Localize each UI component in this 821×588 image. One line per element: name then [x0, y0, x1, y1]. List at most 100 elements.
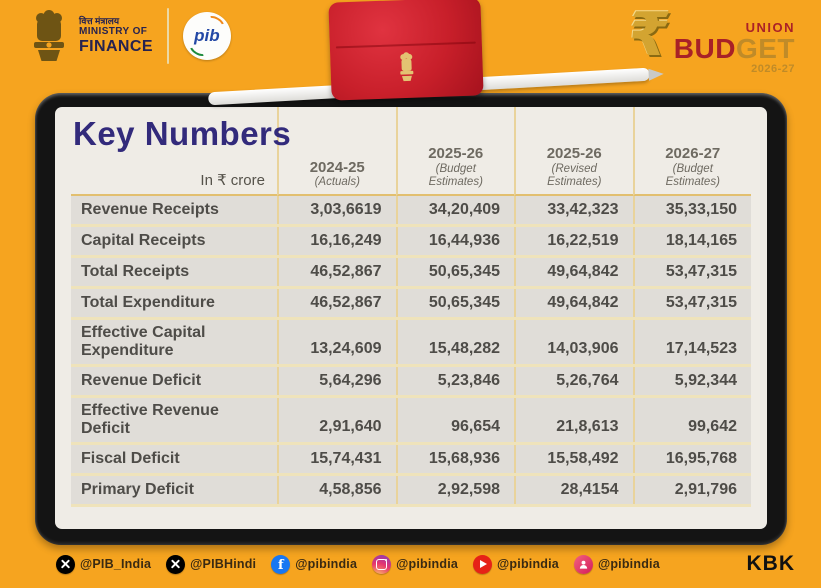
column-subtitle: (Actuals): [314, 175, 360, 188]
row-label: Effective Revenue Deficit: [81, 402, 219, 437]
cell-value: 35,33,150: [632, 196, 752, 224]
table-frame: Key Numbers In ₹ crore 2024-25 (Actuals)…: [35, 93, 787, 545]
cell-value: 15,74,431: [277, 445, 396, 473]
key-numbers-panel: Key Numbers In ₹ crore 2024-25 (Actuals)…: [55, 107, 767, 529]
pib-logo: pib: [182, 12, 231, 60]
unit-label-cell: In ₹ crore: [71, 107, 277, 196]
cell-value: 46,52,867: [277, 258, 396, 286]
footer-social-bar: @PIB_India @PIBHindi @pibindia @pibindia…: [56, 552, 795, 576]
budget-logo-words: UNION BUDGET 2026-27: [674, 20, 795, 75]
page-title: Key Numbers: [73, 115, 292, 152]
cell-value: 15,68,936: [395, 445, 515, 473]
row-label: Effective Capital Expenditure: [81, 324, 206, 359]
budget-word-part1: BUD: [673, 33, 736, 64]
cell-value: 14,03,906: [514, 320, 633, 364]
column-subtitle: (Revised Estimates): [547, 162, 602, 188]
cell-value: 53,47,315: [632, 289, 752, 317]
cell-value: 5,23,846: [395, 367, 515, 395]
column-header-2025-26-be: 2025-26 (Budget Estimates): [395, 107, 514, 196]
social-handle: @pibindia: [295, 557, 358, 571]
social-public-app[interactable]: @pibindia: [573, 554, 660, 574]
budget-word-part2: GET: [735, 33, 795, 64]
row-label: Fiscal Deficit: [81, 450, 180, 468]
column-header-2026-27: 2026-27 (Budget Estimates): [632, 107, 751, 196]
column-header-2024-25: 2024-25 (Actuals): [277, 107, 396, 196]
x-icon: [166, 554, 186, 574]
social-x-pib-india[interactable]: @PIB_India: [56, 554, 152, 574]
table-row-revenue-receipts: Revenue Receipts 3,03,6619 34,20,409 33,…: [71, 196, 751, 227]
row-label: Primary Deficit: [81, 481, 194, 499]
column-year: 2026-27: [665, 145, 721, 163]
cell-value: 33,42,323: [514, 196, 633, 224]
cell-value: 2,91,796: [632, 476, 752, 504]
row-label: Total Receipts: [81, 263, 190, 281]
cell-value: 53,47,315: [632, 258, 752, 286]
cell-value: 15,58,492: [514, 445, 633, 473]
social-x-pib-hindi[interactable]: @PIBHindi: [166, 554, 257, 574]
cell-value: 16,16,249: [277, 227, 396, 255]
cell-value: 4,58,856: [277, 476, 396, 504]
table-row-total-receipts: Total Receipts 46,52,867 50,65,345 49,64…: [71, 258, 751, 289]
table-row-fiscal-deficit: Fiscal Deficit 15,74,431 15,68,936 15,58…: [71, 445, 751, 476]
social-handle: @PIB_India: [80, 557, 152, 571]
social-handle: @PIBHindi: [190, 557, 257, 571]
cell-value: 13,24,609: [277, 320, 396, 364]
credit-kbk: KBK: [746, 552, 795, 575]
social-handle: @pibindia: [597, 557, 660, 571]
column-header-2025-26-re: 2025-26 (Revised Estimates): [514, 107, 633, 196]
column-subtitle: (Budget Estimates): [665, 162, 720, 188]
cell-value: 28,4154: [514, 476, 633, 504]
column-year: 2025-26: [546, 145, 602, 163]
pib-logo-text: pib: [194, 26, 220, 45]
unit-label: In ₹ crore: [200, 172, 265, 189]
cell-value: 5,92,344: [632, 367, 752, 395]
logo-divider: [166, 8, 169, 64]
row-label: Capital Receipts: [81, 232, 206, 250]
ministry-name-hindi: वित्त मंत्रालय: [79, 15, 120, 26]
cell-value: 99,642: [632, 398, 752, 442]
cell-value: 16,95,768: [632, 445, 752, 473]
column-year: 2024-25: [309, 158, 365, 176]
x-icon: [56, 554, 75, 574]
cell-value: 50,65,345: [395, 258, 515, 286]
budget-word: BUDGET: [674, 35, 795, 63]
youtube-icon: [473, 554, 493, 574]
bag-emblem-icon: [400, 52, 414, 82]
cell-value: 21,8,613: [514, 398, 633, 442]
social-handle: @pibindia: [497, 557, 559, 571]
table-row-effective-revenue-deficit: Effective Revenue Deficit 2,91,640 96,65…: [71, 398, 751, 445]
cell-value: 17,14,523: [632, 320, 752, 364]
row-label: Revenue Deficit: [81, 372, 202, 390]
union-word: UNION: [745, 20, 795, 35]
cell-value: 49,64,842: [514, 289, 633, 317]
cell-value: 2,91,640: [277, 398, 396, 442]
rupee-symbol-icon: ₹: [624, 1, 674, 68]
social-instagram[interactable]: @pibindia: [372, 554, 459, 574]
cell-value: 2,92,598: [395, 476, 515, 504]
cell-value: 3,03,6619: [277, 196, 396, 224]
cell-value: 15,48,282: [395, 320, 515, 364]
table-row-capital-receipts: Capital Receipts 16,16,249 16,44,936 16,…: [71, 227, 751, 258]
column-year: 2025-26: [428, 145, 484, 163]
budget-briefcase: [328, 0, 484, 101]
social-youtube[interactable]: @pibindia: [473, 554, 559, 574]
cell-value: 16,22,519: [514, 227, 633, 255]
table-row-primary-deficit: Primary Deficit 4,58,856 2,92,598 28,415…: [71, 476, 751, 507]
cell-value: 96,654: [395, 398, 515, 442]
instagram-icon: [372, 554, 392, 574]
cell-value: 16,44,936: [395, 227, 515, 255]
social-handle: @pibindia: [396, 557, 459, 571]
table-header-row: In ₹ crore 2024-25 (Actuals) 2025-26 (Bu…: [71, 107, 751, 196]
social-facebook[interactable]: @pibindia: [271, 554, 358, 574]
cell-value: 50,65,345: [395, 289, 515, 317]
cell-value: 5,26,764: [514, 367, 633, 395]
facebook-icon: [271, 554, 291, 574]
ministry-name: वित्त मंत्रालय MINISTRY OF FINANCE: [79, 16, 153, 56]
cell-value: 5,64,296: [277, 367, 396, 395]
union-budget-logo: ₹ UNION BUDGET 2026-27: [624, 1, 795, 75]
public-app-icon: [573, 554, 593, 574]
ministry-name-line2: FINANCE: [79, 37, 153, 55]
budget-year: 2026-27: [751, 63, 795, 75]
cell-value: 34,20,409: [395, 196, 515, 224]
